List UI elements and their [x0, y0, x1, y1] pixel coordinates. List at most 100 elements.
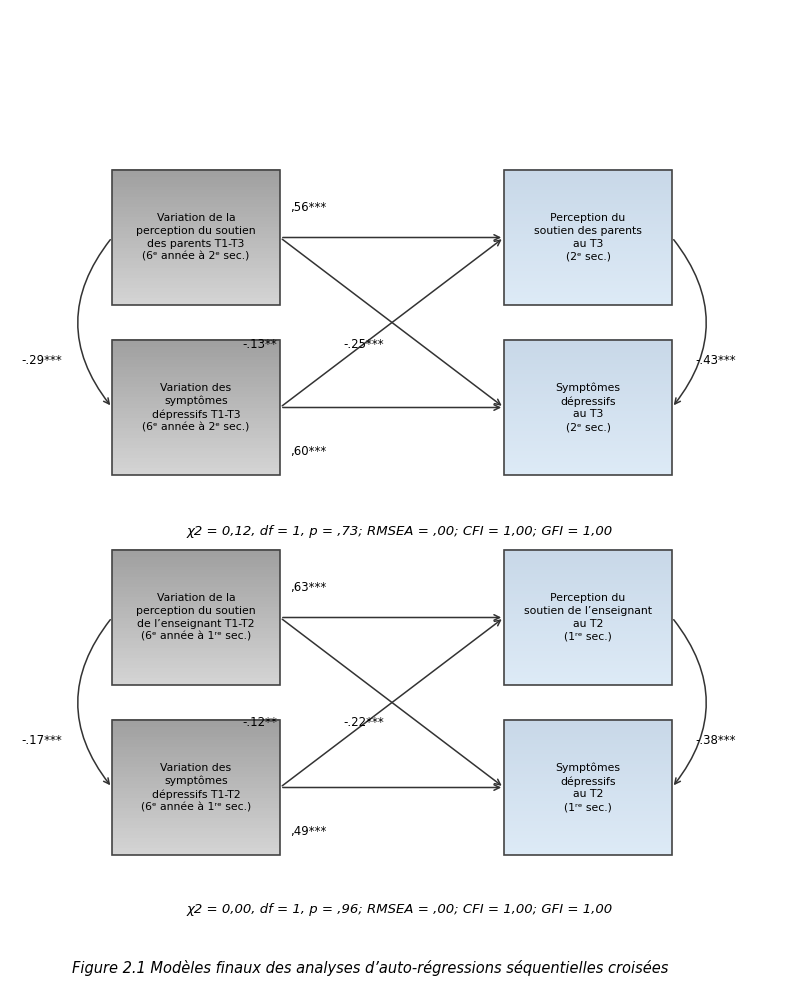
- Bar: [112, 270, 280, 275]
- Bar: [504, 677, 672, 682]
- Bar: [112, 613, 280, 617]
- Bar: [504, 780, 672, 784]
- Bar: [504, 783, 672, 788]
- Bar: [504, 670, 672, 675]
- Bar: [112, 400, 280, 404]
- Bar: [112, 556, 280, 560]
- Bar: [112, 660, 280, 665]
- Bar: [504, 352, 672, 357]
- Bar: [112, 339, 280, 343]
- Bar: [112, 593, 280, 597]
- Bar: [112, 603, 280, 607]
- Bar: [504, 630, 672, 634]
- Text: -.25***: -.25***: [344, 338, 384, 351]
- Bar: [112, 274, 280, 278]
- Bar: [112, 230, 280, 234]
- Bar: [504, 756, 672, 760]
- Bar: [112, 550, 280, 685]
- Bar: [112, 434, 280, 438]
- Bar: [504, 250, 672, 254]
- Bar: [504, 464, 672, 468]
- Bar: [504, 606, 672, 611]
- Bar: [504, 277, 672, 281]
- Bar: [112, 294, 280, 298]
- Bar: [112, 226, 280, 231]
- Bar: [112, 650, 280, 655]
- Bar: [504, 650, 672, 655]
- Bar: [112, 559, 280, 564]
- Bar: [504, 396, 672, 401]
- Bar: [112, 257, 280, 261]
- Bar: [504, 620, 672, 624]
- Bar: [504, 376, 672, 380]
- Bar: [504, 851, 672, 855]
- Bar: [112, 277, 280, 281]
- Bar: [112, 569, 280, 574]
- Bar: [504, 420, 672, 424]
- Bar: [504, 593, 672, 597]
- Bar: [504, 363, 672, 367]
- Bar: [112, 677, 280, 682]
- Text: ,60***: ,60***: [290, 446, 326, 458]
- Bar: [112, 820, 280, 825]
- Bar: [112, 681, 280, 685]
- Bar: [504, 637, 672, 641]
- Bar: [112, 413, 280, 418]
- Bar: [112, 576, 280, 580]
- Bar: [504, 447, 672, 451]
- Bar: [112, 773, 280, 777]
- Bar: [504, 406, 672, 411]
- Bar: [504, 210, 672, 214]
- Bar: [112, 610, 280, 614]
- Bar: [112, 667, 280, 672]
- Bar: [504, 834, 672, 838]
- Bar: [112, 596, 280, 601]
- Bar: [504, 189, 672, 194]
- Bar: [504, 346, 672, 350]
- Bar: [112, 206, 280, 211]
- Bar: [504, 457, 672, 462]
- Bar: [112, 837, 280, 842]
- Bar: [504, 257, 672, 261]
- Text: Figure 2.1 Modèles finaux des analyses d’auto-régressions séquentielles croisées: Figure 2.1 Modèles finaux des analyses d…: [72, 960, 668, 976]
- Text: Variation de la
perception du soutien
de l’enseignant T1-T2
(6ᵉ année à 1ʳᵉ sec.: Variation de la perception du soutien de…: [136, 593, 256, 642]
- Bar: [504, 627, 672, 631]
- Bar: [504, 746, 672, 750]
- Text: Variation de la
perception du soutien
des parents T1-T3
(6ᵉ année à 2ᵉ sec.): Variation de la perception du soutien de…: [136, 213, 256, 262]
- Bar: [112, 406, 280, 411]
- Bar: [504, 647, 672, 651]
- Bar: [112, 851, 280, 855]
- Bar: [112, 800, 280, 804]
- Bar: [112, 552, 280, 557]
- Bar: [112, 844, 280, 848]
- Bar: [112, 356, 280, 360]
- Bar: [504, 267, 672, 271]
- Bar: [112, 471, 280, 475]
- Bar: [112, 549, 280, 553]
- Bar: [112, 176, 280, 180]
- Bar: [112, 437, 280, 441]
- Bar: [504, 817, 672, 821]
- Bar: [112, 240, 280, 244]
- Bar: [112, 803, 280, 808]
- Bar: [112, 732, 280, 737]
- Bar: [112, 760, 280, 764]
- Bar: [112, 250, 280, 254]
- Bar: [112, 450, 280, 455]
- Bar: [504, 206, 672, 211]
- Bar: [504, 366, 672, 370]
- Bar: [504, 579, 672, 584]
- Bar: [504, 403, 672, 408]
- Bar: [112, 674, 280, 678]
- Bar: [112, 247, 280, 251]
- Bar: [112, 264, 280, 268]
- Bar: [112, 640, 280, 644]
- Bar: [504, 339, 672, 343]
- Bar: [504, 586, 672, 590]
- Text: ,63***: ,63***: [290, 582, 326, 594]
- Bar: [504, 749, 672, 754]
- Bar: [112, 670, 280, 675]
- Bar: [112, 644, 280, 648]
- Text: Perception du
soutien de l’enseignant
au T2
(1ʳᵉ sec.): Perception du soutien de l’enseignant au…: [524, 593, 652, 642]
- Bar: [112, 606, 280, 611]
